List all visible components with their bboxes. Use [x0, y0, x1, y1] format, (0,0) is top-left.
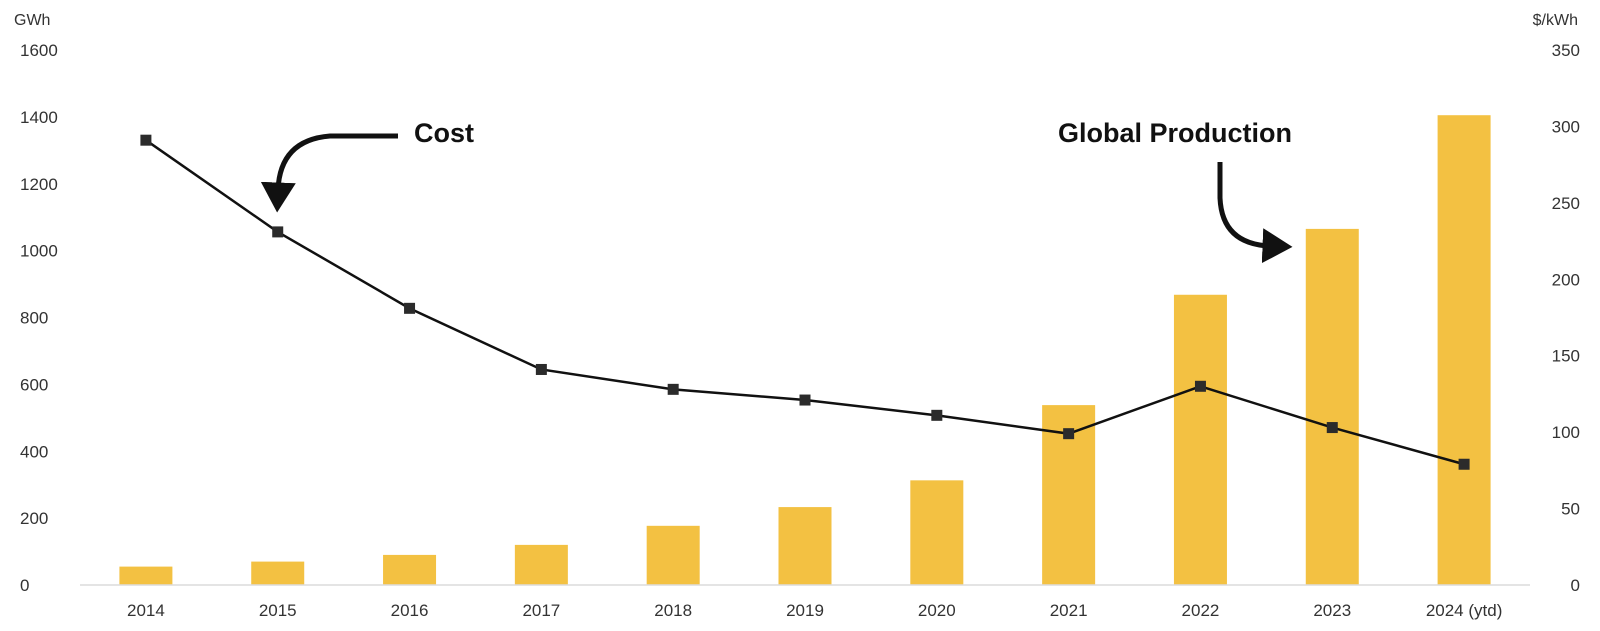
left-axis-tick-label: 200: [20, 509, 48, 528]
left-axis-tick-label: 400: [20, 442, 48, 461]
left-axis-ticks: 0 200 400 600 800 1000 1200 1400 1600: [20, 41, 58, 595]
x-axis-ticks: 2014 2015 2016 2017 2018 2019 2020 2021 2022 2023…: [127, 601, 1502, 620]
right-axis-tick-label: 250: [1552, 194, 1580, 213]
x-axis-tick-label: 2022: [1182, 601, 1220, 620]
right-axis-tick-label: 100: [1552, 423, 1580, 442]
cost-point-marker: [140, 134, 152, 146]
production-bar: [1305, 228, 1359, 585]
x-axis-tick-label: 2023: [1313, 601, 1351, 620]
production-bar: [251, 561, 305, 585]
production-bar: [778, 507, 832, 585]
cost-point-marker: [799, 394, 811, 406]
production-arrow-icon: [1217, 162, 1293, 264]
left-axis-tick-label: 600: [20, 375, 48, 394]
right-axis-tick-label: 350: [1552, 41, 1580, 60]
x-axis-tick-label: 2016: [391, 601, 429, 620]
x-axis-tick-label: 2024 (ytd): [1426, 601, 1503, 620]
left-axis-tick-label: 1000: [20, 242, 58, 261]
cost-point-marker: [535, 363, 547, 375]
production-bars: [119, 115, 1491, 585]
right-axis-unit-label: $/kWh: [1533, 12, 1578, 29]
cost-point-marker: [1063, 428, 1075, 440]
x-axis-tick-label: 2018: [654, 601, 692, 620]
right-axis-tick-label: 200: [1552, 270, 1580, 289]
cost-line: [140, 134, 1470, 470]
cost-point-marker: [931, 409, 943, 421]
right-axis-tick-label: 0: [1571, 576, 1580, 595]
left-axis-tick-label: 1200: [20, 175, 58, 194]
cost-point-marker: [404, 302, 416, 314]
cost-point-marker: [272, 226, 284, 238]
left-axis-unit-label: GWh: [14, 12, 50, 29]
left-axis-tick-label: 1600: [20, 41, 58, 60]
x-axis-tick-label: 2020: [918, 601, 956, 620]
production-bar: [646, 525, 700, 585]
right-axis-tick-label: 300: [1552, 117, 1580, 136]
cost-point-marker: [1326, 422, 1338, 434]
production-bar: [910, 480, 964, 585]
left-axis-tick-label: 1400: [20, 108, 58, 127]
x-axis-tick-label: 2019: [786, 601, 824, 620]
right-axis-tick-label: 150: [1552, 347, 1580, 366]
right-axis-ticks: 0 50 100 150 200 250 300 350: [1552, 41, 1580, 595]
x-axis-tick-label: 2021: [1050, 601, 1088, 620]
production-annotation-label: Global Production: [1058, 118, 1292, 148]
cost-point-marker: [1458, 458, 1470, 470]
production-bar: [1437, 115, 1491, 585]
production-bar: [119, 566, 173, 585]
production-bar: [1173, 294, 1227, 585]
right-axis-tick-label: 50: [1561, 500, 1580, 519]
production-bar: [514, 544, 568, 585]
cost-arrow-icon: [260, 133, 398, 213]
cost-annotation-label: Cost: [414, 118, 474, 148]
x-axis-tick-label: 2017: [522, 601, 560, 620]
left-axis-tick-label: 0: [20, 576, 29, 595]
production-bar: [383, 554, 437, 585]
cost-point-marker: [1194, 380, 1206, 392]
x-axis-tick-label: 2014: [127, 601, 165, 620]
x-axis-tick-label: 2015: [259, 601, 297, 620]
cost-point-marker: [667, 383, 679, 395]
left-axis-tick-label: 800: [20, 309, 48, 328]
cost-series-line: [145, 139, 1465, 466]
